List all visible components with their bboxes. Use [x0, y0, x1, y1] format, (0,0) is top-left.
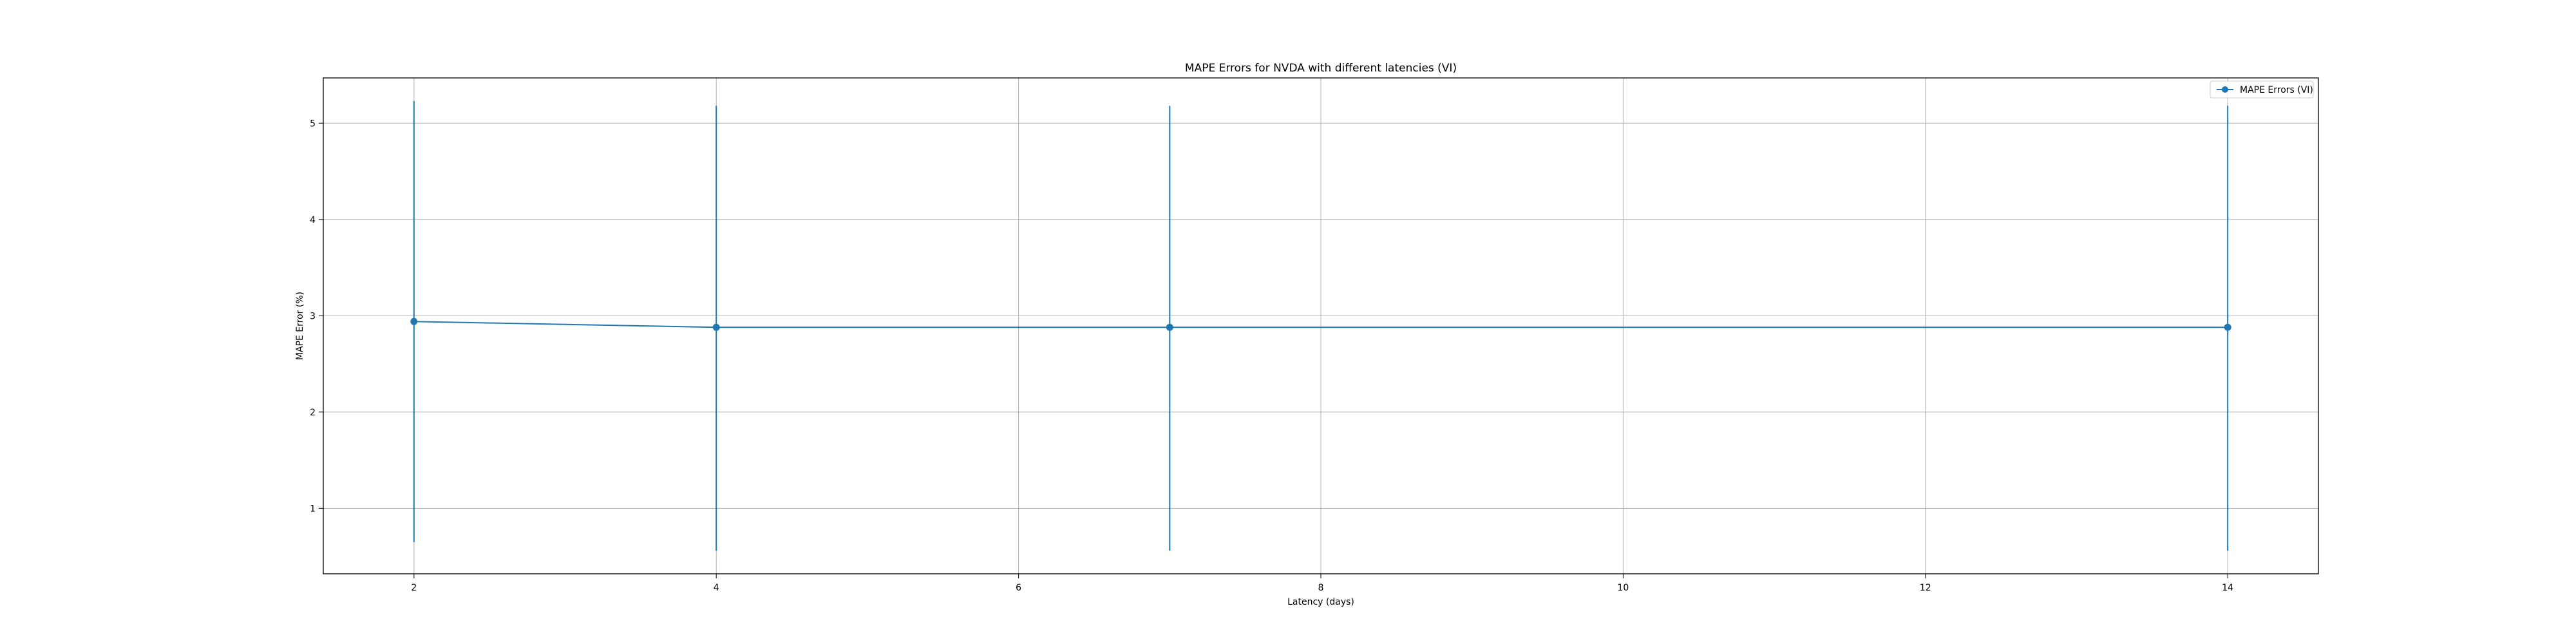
y-tick-label: 1: [310, 504, 316, 514]
x-tick-label: 10: [1617, 583, 1629, 593]
data-point: [1166, 323, 1173, 331]
y-axis-ticks: 1 2 3 4 5: [310, 118, 323, 514]
x-tick-label: 6: [1016, 583, 1021, 593]
data-point: [2224, 323, 2231, 331]
legend-box: [2210, 80, 2314, 99]
series-markers: [410, 317, 2231, 331]
y-tick-label: 3: [310, 311, 316, 321]
data-point: [410, 317, 418, 325]
x-tick-label: 2: [411, 583, 417, 593]
legend: MAPE Errors (VI): [2210, 80, 2314, 99]
x-tick-label: 8: [1318, 583, 1324, 593]
x-tick-label: 12: [1920, 583, 1931, 593]
x-axis-label: Latency (days): [1287, 597, 1354, 607]
y-tick-label: 5: [310, 118, 316, 129]
y-tick-label: 2: [310, 408, 316, 418]
legend-label: MAPE Errors (VI): [2240, 85, 2313, 95]
data-point: [712, 323, 720, 331]
y-tick-label: 4: [310, 215, 316, 225]
y-axis-label: MAPE Error (%): [295, 292, 305, 360]
x-axis-ticks: 2 4 6 8 10 12 14: [411, 574, 2233, 593]
x-tick-label: 4: [714, 583, 719, 593]
series-line: [413, 321, 2228, 328]
chart-title: MAPE Errors for NVDA with different late…: [1185, 62, 1457, 75]
x-tick-label: 14: [2222, 583, 2233, 593]
legend-marker-sample: [2222, 86, 2228, 93]
series-lines: [413, 321, 2228, 328]
grid: [323, 78, 2318, 574]
